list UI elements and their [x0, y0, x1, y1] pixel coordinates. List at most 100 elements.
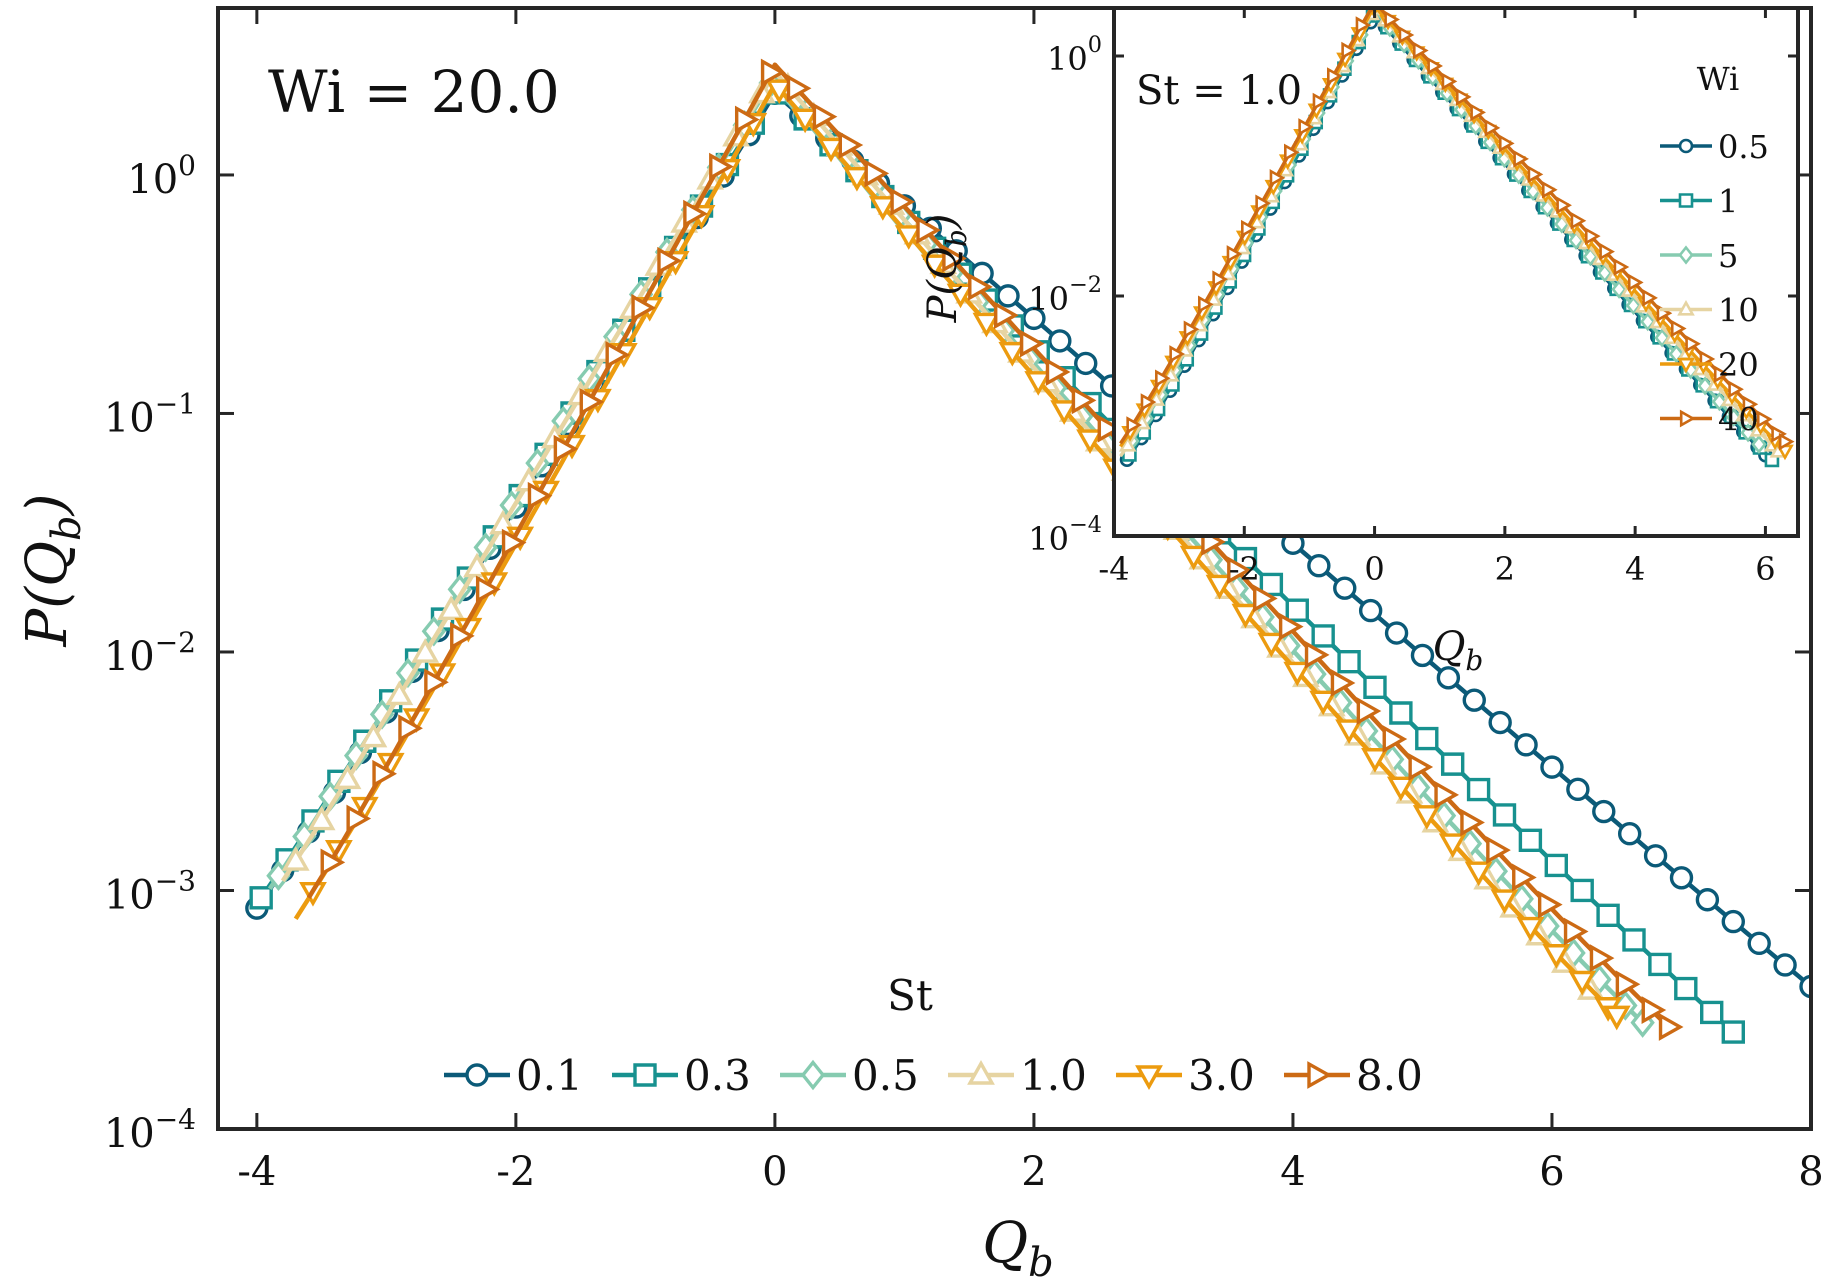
inset-marker-40: [1527, 165, 1544, 184]
main-y-tick-label: 10−3: [104, 864, 196, 918]
main-y-tick-label: 10−4: [104, 1103, 196, 1157]
main-marker-8.0: [605, 340, 631, 369]
inset-marker-40: [1541, 180, 1558, 199]
main-y-tick-label: 10−2: [104, 626, 196, 680]
main-marker-0.3: [1570, 878, 1594, 903]
inset-series-40: [1119, 8, 1795, 451]
inset-annotation: St = 1.0: [1136, 68, 1302, 114]
main-plot-frame: [216, 6, 1813, 1131]
main-marker-0.3: [1337, 649, 1361, 674]
main-marker-0.3: [1440, 752, 1465, 776]
main-marker-0.3: [249, 886, 273, 910]
main-marker-3.0: [791, 108, 820, 134]
inset-legend-marker: [1678, 193, 1694, 208]
main-marker-0.3: [1363, 675, 1387, 700]
main-legend-marker: [967, 1060, 995, 1085]
inset-marker-40: [1713, 365, 1730, 384]
inset-marker-40: [1284, 143, 1300, 162]
main-marker-3.0: [894, 225, 923, 250]
main-marker-3.0: [1231, 603, 1260, 629]
main-marker-3.0: [1464, 861, 1493, 887]
main-legend-entry-3.0: 3.0: [1116, 1051, 1255, 1100]
main-legend-marker: [1307, 1061, 1332, 1089]
main-marker-8.0: [1097, 414, 1123, 443]
main-marker-8.0: [786, 74, 812, 103]
inset-marker-40: [1140, 393, 1157, 411]
inset-x-tick-label: 4: [1625, 550, 1645, 588]
inset-marker-40: [1355, 16, 1372, 34]
main-marker-3.0: [817, 137, 845, 163]
main-legend-label: 3.0: [1188, 1051, 1255, 1100]
main-marker-8.0: [1460, 808, 1485, 837]
main-marker-0.1: [1799, 974, 1811, 999]
inset-marker-40: [1169, 345, 1185, 363]
inset-legend-label: 0.5: [1718, 128, 1769, 166]
main-marker-1.0: [281, 846, 310, 871]
main-legend-entries: 0.1 0.3 0.5 1.0 3.0 8.0: [444, 1051, 1423, 1100]
main-marker-3.0: [1205, 574, 1234, 600]
main-legend-label: 8.0: [1356, 1051, 1423, 1100]
inset-y-axis-title: P(Qb): [920, 214, 973, 324]
inset-marker-40: [1778, 432, 1795, 451]
main-marker-8.0: [1304, 640, 1330, 669]
main-marker-8.0: [1563, 917, 1589, 946]
main-marker-8.0: [1382, 725, 1408, 753]
main-marker-0.1: [1514, 733, 1538, 757]
main-marker-8.0: [864, 159, 890, 188]
inset-marker-40: [1326, 67, 1343, 85]
inset-legend-marker: [1677, 299, 1695, 316]
inset-marker-40: [1298, 118, 1314, 136]
inset-marker-40: [1341, 41, 1357, 60]
inset-marker-5: [1751, 434, 1767, 454]
main-marker-0.3: [1492, 803, 1517, 827]
inset-legend-label: 20: [1718, 346, 1759, 384]
main-marker-3.0: [843, 166, 871, 192]
main-marker-0.1: [1695, 888, 1720, 912]
main-marker-0.3: [1544, 853, 1568, 878]
inset-marker-5: [1611, 279, 1627, 299]
main-marker-1.0: [463, 552, 491, 578]
main-legend-marker: [1135, 1065, 1163, 1090]
main-marker-1.0: [333, 764, 362, 790]
main-marker-3.0: [350, 796, 379, 822]
main-marker-8.0: [942, 244, 967, 273]
main-marker-0.1: [1566, 777, 1590, 802]
main-legend-entry-0.5: 0.5: [780, 1051, 919, 1100]
main-marker-8.0: [994, 301, 1019, 330]
inset-marker-40: [1427, 57, 1443, 75]
main-marker-8.0: [657, 246, 682, 275]
main-legend-entry-1.0: 1.0: [948, 1051, 1087, 1100]
inset-marker-40: [1198, 295, 1214, 314]
main-marker-3.0: [1024, 371, 1053, 396]
inset-x-tick-label: -4: [1098, 550, 1129, 588]
inset-marker-10: [1118, 436, 1137, 452]
inset-legend-marker: [1678, 245, 1694, 265]
main-marker-3.0: [1257, 632, 1286, 658]
main-marker-0.1: [1721, 909, 1745, 934]
main-marker-8.0: [1486, 836, 1511, 864]
main-legend-entry-0.3: 0.3: [612, 1051, 751, 1100]
inset-marker-40: [1584, 227, 1601, 245]
main-legend-label: 0.1: [516, 1051, 583, 1100]
main-x-tick-label: 2: [1021, 1149, 1046, 1195]
inset-ticks-group: -4 -2 0 2 4 6 10−4 10−2 100: [1028, 8, 1798, 588]
inset-marker-40: [1155, 369, 1171, 388]
inset-legend-entry-40: 40: [1660, 401, 1759, 439]
inset-marker-40: [1556, 196, 1572, 215]
main-marker-3.0: [1516, 916, 1545, 942]
main-marker-8.0: [450, 622, 475, 650]
main-marker-0.3: [1700, 1000, 1724, 1025]
main-marker-3.0: [1386, 776, 1415, 802]
inset-x-tick-label: 2: [1495, 550, 1515, 588]
main-marker-8.0: [734, 105, 760, 134]
main-marker-8.0: [398, 714, 423, 743]
inset-marker-40: [1226, 245, 1243, 263]
inset-marker-40: [1685, 334, 1701, 353]
main-marker-3.0: [972, 312, 1001, 338]
main-legend-entry-0.1: 0.1: [444, 1051, 583, 1100]
inset-legend-label: 10: [1718, 292, 1759, 330]
main-marker-0.1: [1384, 621, 1409, 645]
inset-x-tick-label: 0: [1364, 550, 1384, 588]
main-legend-label: 0.5: [852, 1051, 919, 1100]
